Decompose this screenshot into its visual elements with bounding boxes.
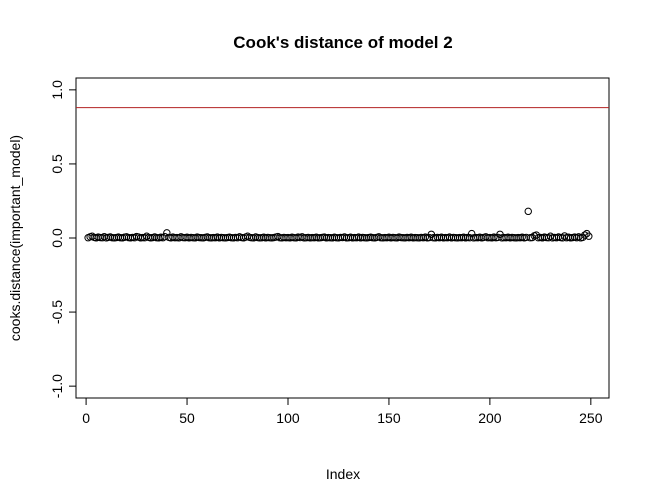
x-axis: 0 50 100 150 200 250	[82, 397, 603, 426]
x-tick-label: 200	[478, 410, 502, 426]
data-point	[581, 231, 589, 239]
x-tick-label: 100	[276, 410, 300, 426]
data-points	[84, 207, 593, 242]
x-tick-label: 250	[579, 410, 603, 426]
x-tick-label: 50	[179, 410, 195, 426]
y-tick-label: 0.0	[49, 228, 65, 248]
y-axis: -1.0 -0.5 0.0 0.5 1.0	[49, 80, 77, 398]
chart-title: Cook's distance of model 2	[233, 33, 452, 52]
x-tick-label: 0	[82, 410, 90, 426]
x-tick-label: 150	[377, 410, 401, 426]
x-axis-label: Index	[326, 466, 360, 482]
data-point	[585, 232, 593, 240]
y-tick-label: -1.0	[49, 374, 65, 398]
y-axis-label: cooks.distance(important_model)	[7, 135, 23, 341]
y-tick-label: 0.5	[49, 154, 65, 174]
data-point	[524, 207, 532, 216]
data-point	[163, 229, 171, 237]
data-point	[468, 229, 476, 238]
y-tick-label: -0.5	[49, 300, 65, 324]
data-point	[546, 232, 555, 240]
y-tick-label: 1.0	[49, 80, 65, 100]
